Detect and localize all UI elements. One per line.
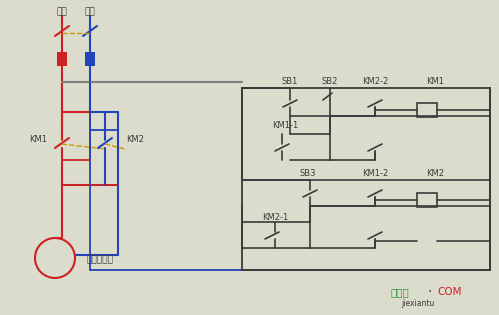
Text: KM2-1: KM2-1 bbox=[262, 214, 288, 222]
Text: KM1: KM1 bbox=[426, 77, 444, 87]
Bar bbox=[85, 52, 95, 66]
Text: KM2: KM2 bbox=[126, 135, 144, 145]
Bar bbox=[57, 52, 67, 66]
Text: KM1-2: KM1-2 bbox=[362, 169, 388, 179]
Text: jiexiantu: jiexiantu bbox=[401, 300, 435, 308]
Text: KM2-2: KM2-2 bbox=[362, 77, 388, 87]
Text: SB1: SB1 bbox=[282, 77, 298, 87]
Text: KM2: KM2 bbox=[426, 169, 444, 179]
Bar bbox=[417, 103, 437, 117]
Text: KM1-1: KM1-1 bbox=[272, 122, 298, 130]
Bar bbox=[417, 193, 437, 207]
Bar bbox=[242, 88, 490, 270]
Text: 正极: 正极 bbox=[56, 8, 67, 16]
Text: KM1: KM1 bbox=[29, 135, 47, 145]
Text: ·: · bbox=[428, 285, 432, 299]
Text: 直流电动机: 直流电动机 bbox=[86, 255, 113, 265]
Text: COM: COM bbox=[438, 287, 462, 297]
Text: SB2: SB2 bbox=[322, 77, 338, 87]
Text: 负极: 负极 bbox=[85, 8, 95, 16]
Text: SB3: SB3 bbox=[300, 169, 316, 179]
Text: 接线图: 接线图 bbox=[391, 287, 409, 297]
